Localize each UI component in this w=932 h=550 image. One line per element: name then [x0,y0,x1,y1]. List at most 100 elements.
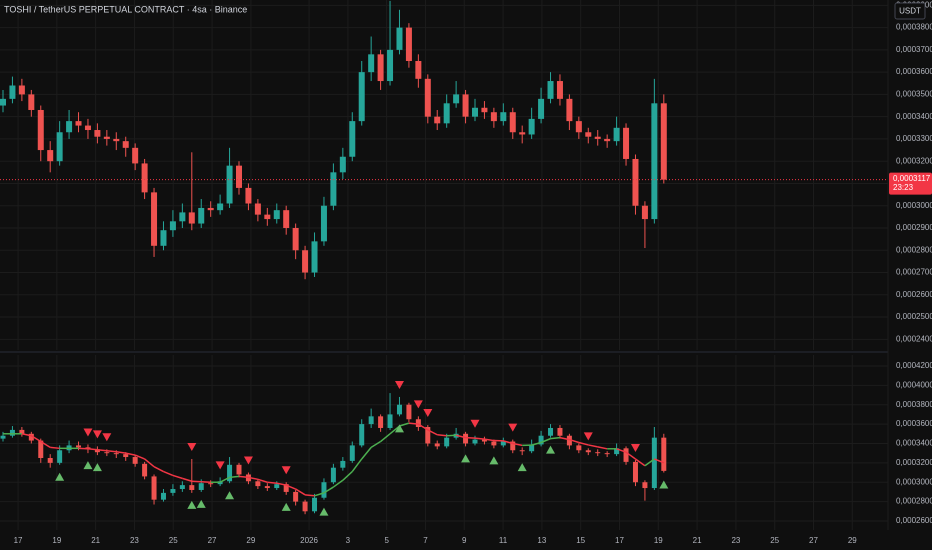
main-candle-body [198,207,205,224]
indicator-candle-body [396,404,402,415]
x-tick-label: 21 [693,536,702,545]
indicator-candle-body [94,449,100,453]
ma-segment [305,494,315,497]
indicator-candle-body [255,481,261,487]
last-price-box [889,172,932,195]
x-tick-label: 21 [91,536,100,545]
indicator-candle-body [274,484,280,489]
indicator-candle-body [198,483,204,490]
main-candle-body [519,132,526,135]
ma-segment [550,436,561,440]
ma-segment [21,433,32,437]
y-tick-label: 0,0002800 [896,497,932,506]
x-tick-label: 27 [208,536,217,545]
currency-button-label[interactable]: USDT [899,7,921,16]
ma-segment [276,482,287,486]
indicator-candle-body [519,450,525,452]
ma-segment [267,481,277,484]
x-tick-label: 7 [423,536,428,545]
y-tick-label: 0,0003400 [896,439,932,448]
main-candle-body [585,132,592,137]
indicator-candle-body [614,448,620,455]
indicator-candle-body [425,426,431,444]
indicator-candle-body [510,441,516,451]
x-tick-label: 15 [576,536,585,545]
x-tick-label: 23 [130,536,139,545]
indicator-candle-body [76,445,82,448]
ma-segment [625,451,636,460]
y-tick-label: 0,0003600 [896,67,932,76]
ma-segment [229,475,240,479]
x-tick-label: 5 [384,536,389,545]
main-candle-body [434,116,441,124]
indicator-candle-body [47,458,53,463]
main-candle-body [387,49,394,82]
main-candle-body [141,163,148,193]
y-tick-label: 0,0003600 [896,419,932,428]
y-tick-label: 0,0002600 [896,290,932,299]
indicator-candle-body [330,467,336,483]
indicator-candle-body [57,450,63,463]
indicator-candle-body [19,429,25,434]
main-candle-body [47,150,54,162]
ma-segment [399,422,410,427]
buy-signal [394,424,404,433]
main-candle-body [660,103,667,180]
indicator-candle-body [293,491,299,502]
ma-segment [163,470,174,477]
indicator-candle-body [538,435,544,445]
indicator-candle-body [123,454,129,458]
indicator-candle-body [28,433,34,441]
indicator-candle-body [208,483,214,485]
indicator-candle-body [170,489,176,493]
main-candle-body [415,61,422,79]
countdown-label: 23:23 [893,183,914,192]
indicator-candle-body [340,460,346,468]
indicator-candle-body [113,453,119,455]
ma-segment [314,492,325,497]
main-candle-body [462,94,469,117]
buy-signal [225,491,235,500]
ma-segment [144,458,155,468]
x-tick-label: 19 [654,536,663,545]
main-candle-body [443,103,450,124]
y-tick-label: 0,0003800 [896,400,932,409]
main-candle-body [311,241,318,273]
sell-signal [508,423,518,432]
ma-segment [172,474,183,480]
buy-signal [319,507,329,516]
indicator-candle-body [359,424,365,446]
ma-segment [97,449,107,452]
ma-segment [361,446,372,460]
indicator-candle-body [491,441,497,446]
sell-signal [187,442,197,451]
main-candle-body [453,94,460,104]
indicator-candle-body [132,457,138,464]
main-candle-body [490,112,497,122]
main-candle-body [84,125,91,131]
indicator-candle-body [151,476,157,500]
indicator-candle-body [632,461,638,483]
main-candle-body [500,112,507,122]
x-tick-label: 23 [731,536,740,545]
y-tick-label: 0,0003400 [896,112,932,121]
indicator-candle-body [463,433,469,444]
last-price-label: 0,0003117 [893,174,931,183]
main-candle-body [349,121,356,157]
ma-segment [559,436,570,441]
y-tick-label: 0,0003200 [896,458,932,467]
main-candle-body [594,136,601,139]
x-tick-label: 11 [499,536,508,545]
main-candle-body [9,85,16,99]
currency-button[interactable] [894,2,926,20]
ma-segment [257,478,268,483]
ma-segment [437,434,447,437]
sell-signal [583,432,593,441]
y-tick-label: 0,0003800 [896,23,932,32]
indicator-candle-body [38,440,44,459]
ma-segment [588,444,598,448]
y-tick-label: 0,0002400 [896,334,932,343]
ma-segment [285,484,296,490]
indicator-candle-body [321,482,327,498]
